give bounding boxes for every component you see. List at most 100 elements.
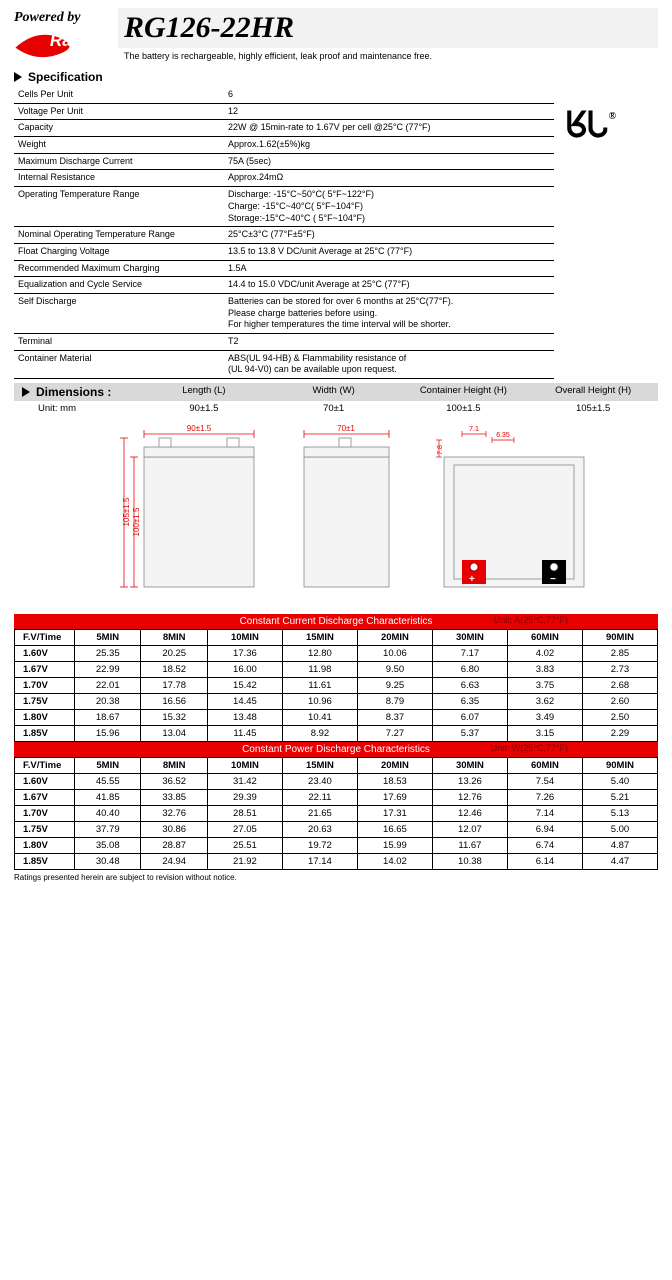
ccd-unit: Unit: A(25℃,77°F) xyxy=(494,615,568,626)
col-header: 10MIN xyxy=(207,758,282,774)
table-row: 1.67V41.8533.8529.3922.1117.6912.767.265… xyxy=(15,790,658,806)
table-cell: 2.50 xyxy=(582,710,657,726)
col-header: 20MIN xyxy=(357,630,432,646)
table-cell: 3.75 xyxy=(507,678,582,694)
table-cell: 5.40 xyxy=(582,774,657,790)
table-cell: 5.13 xyxy=(582,806,657,822)
table-cell: 6.63 xyxy=(432,678,507,694)
spec-value: 1.5A xyxy=(224,260,554,277)
col-header: 30MIN xyxy=(432,630,507,646)
table-row: 1.60V25.3520.2517.3612.8010.067.174.022.… xyxy=(15,646,658,662)
table-cell: 1.85V xyxy=(15,726,75,742)
spec-value: T2 xyxy=(224,334,554,351)
table-cell: 2.29 xyxy=(582,726,657,742)
table-cell: 37.79 xyxy=(75,822,141,838)
table-cell: 10.41 xyxy=(282,710,357,726)
table-cell: 45.55 xyxy=(75,774,141,790)
table-cell: 16.00 xyxy=(207,662,282,678)
table-cell: 13.04 xyxy=(141,726,207,742)
svg-text:70±1: 70±1 xyxy=(337,424,355,433)
col-header: 5MIN xyxy=(75,758,141,774)
table-cell: 8.92 xyxy=(282,726,357,742)
table-cell: 5.00 xyxy=(582,822,657,838)
arrow-icon xyxy=(22,387,30,397)
svg-text:−: − xyxy=(550,574,556,585)
spec-value: 22W @ 15min-rate to 1.67V per cell @25°C… xyxy=(224,120,554,137)
table-cell: 17.36 xyxy=(207,646,282,662)
svg-text:7.8: 7.8 xyxy=(437,445,444,455)
table-cell: 2.85 xyxy=(582,646,657,662)
table-cell: 15.99 xyxy=(357,838,432,854)
table-cell: 27.05 xyxy=(207,822,282,838)
table-cell: 12.07 xyxy=(432,822,507,838)
spec-value: 25°C±3°C (77°F±5°F) xyxy=(224,227,554,244)
table-cell: 15.42 xyxy=(207,678,282,694)
table-cell: 6.07 xyxy=(432,710,507,726)
table-cell: 1.67V xyxy=(15,662,75,678)
table-cell: 6.14 xyxy=(507,854,582,870)
table-cell: 1.70V xyxy=(15,806,75,822)
table-cell: 20.63 xyxy=(282,822,357,838)
table-cell: 10.96 xyxy=(282,694,357,710)
table-cell: 11.45 xyxy=(207,726,282,742)
cpd-title: Constant Power Discharge Characteristics… xyxy=(14,742,658,757)
spec-key: Float Charging Voltage xyxy=(14,243,224,260)
ccd-title: Constant Current Discharge Characteristi… xyxy=(14,614,658,629)
table-cell: 17.31 xyxy=(357,806,432,822)
col-header: 60MIN xyxy=(507,630,582,646)
table-cell: 20.38 xyxy=(75,694,141,710)
table-cell: 8.37 xyxy=(357,710,432,726)
spec-value: 6 xyxy=(224,87,554,103)
dim-header: Container Height (H) xyxy=(399,383,529,401)
svg-text:Raion: Raion xyxy=(50,30,98,50)
table-row: 1.85V15.9613.0411.458.927.275.373.152.29 xyxy=(15,726,658,742)
svg-text:100±1.5: 100±1.5 xyxy=(132,507,141,536)
table-cell: 7.14 xyxy=(507,806,582,822)
table-cell: 7.54 xyxy=(507,774,582,790)
table-cell: 3.15 xyxy=(507,726,582,742)
table-cell: 3.62 xyxy=(507,694,582,710)
dim-header: Overall Height (H) xyxy=(528,383,658,401)
spec-key: Nominal Operating Temperature Range xyxy=(14,227,224,244)
table-cell: 19.72 xyxy=(282,838,357,854)
table-cell: 12.80 xyxy=(282,646,357,662)
table-cell: 32.76 xyxy=(141,806,207,822)
table-row: 1.85V30.4824.9421.9217.1414.0210.386.144… xyxy=(15,854,658,870)
table-cell: 9.25 xyxy=(357,678,432,694)
svg-text:105±1.5: 105±1.5 xyxy=(122,497,131,526)
spec-value: Batteries can be stored for over 6 month… xyxy=(224,293,554,333)
product-title: RG126-22HR xyxy=(124,11,294,44)
table-cell: 24.94 xyxy=(141,854,207,870)
table-cell: 36.52 xyxy=(141,774,207,790)
table-cell: 7.17 xyxy=(432,646,507,662)
spec-key: Recommended Maximum Charging xyxy=(14,260,224,277)
dim-value: 105±1.5 xyxy=(528,401,658,416)
table-cell: 16.56 xyxy=(141,694,207,710)
svg-text:90±1.5: 90±1.5 xyxy=(187,424,212,433)
table-cell: 1.60V xyxy=(15,774,75,790)
table-cell: 5.21 xyxy=(582,790,657,806)
table-cell: 1.75V xyxy=(15,822,75,838)
dim-value: 70±1 xyxy=(269,401,399,416)
spec-value: 14.4 to 15.0 VDC/unit Average at 25°C (7… xyxy=(224,277,554,294)
table-cell: 33.85 xyxy=(141,790,207,806)
spec-key: Equalization and Cycle Service xyxy=(14,277,224,294)
spec-value: Approx.1.62(±5%)kg xyxy=(224,137,554,154)
table-cell: 6.35 xyxy=(432,694,507,710)
table-row: 1.80V35.0828.8725.5119.7215.9911.676.744… xyxy=(15,838,658,854)
svg-text:POWER: POWER xyxy=(70,49,86,54)
col-header: 8MIN xyxy=(141,758,207,774)
table-cell: 10.06 xyxy=(357,646,432,662)
table-cell: 12.76 xyxy=(432,790,507,806)
powered-by-label: Powered by xyxy=(14,10,100,26)
spec-key: Internal Resistance xyxy=(14,170,224,187)
table-cell: 22.01 xyxy=(75,678,141,694)
spec-key: Voltage Per Unit xyxy=(14,103,224,120)
table-row: 1.70V22.0117.7815.4211.619.256.633.752.6… xyxy=(15,678,658,694)
spec-value: Approx.24mΩ xyxy=(224,170,554,187)
table-cell: 28.87 xyxy=(141,838,207,854)
dim-header: Length (L) xyxy=(139,383,269,401)
table-row: 1.80V18.6715.3213.4810.418.376.073.492.5… xyxy=(15,710,658,726)
table-cell: 21.65 xyxy=(282,806,357,822)
table-cell: 7.27 xyxy=(357,726,432,742)
